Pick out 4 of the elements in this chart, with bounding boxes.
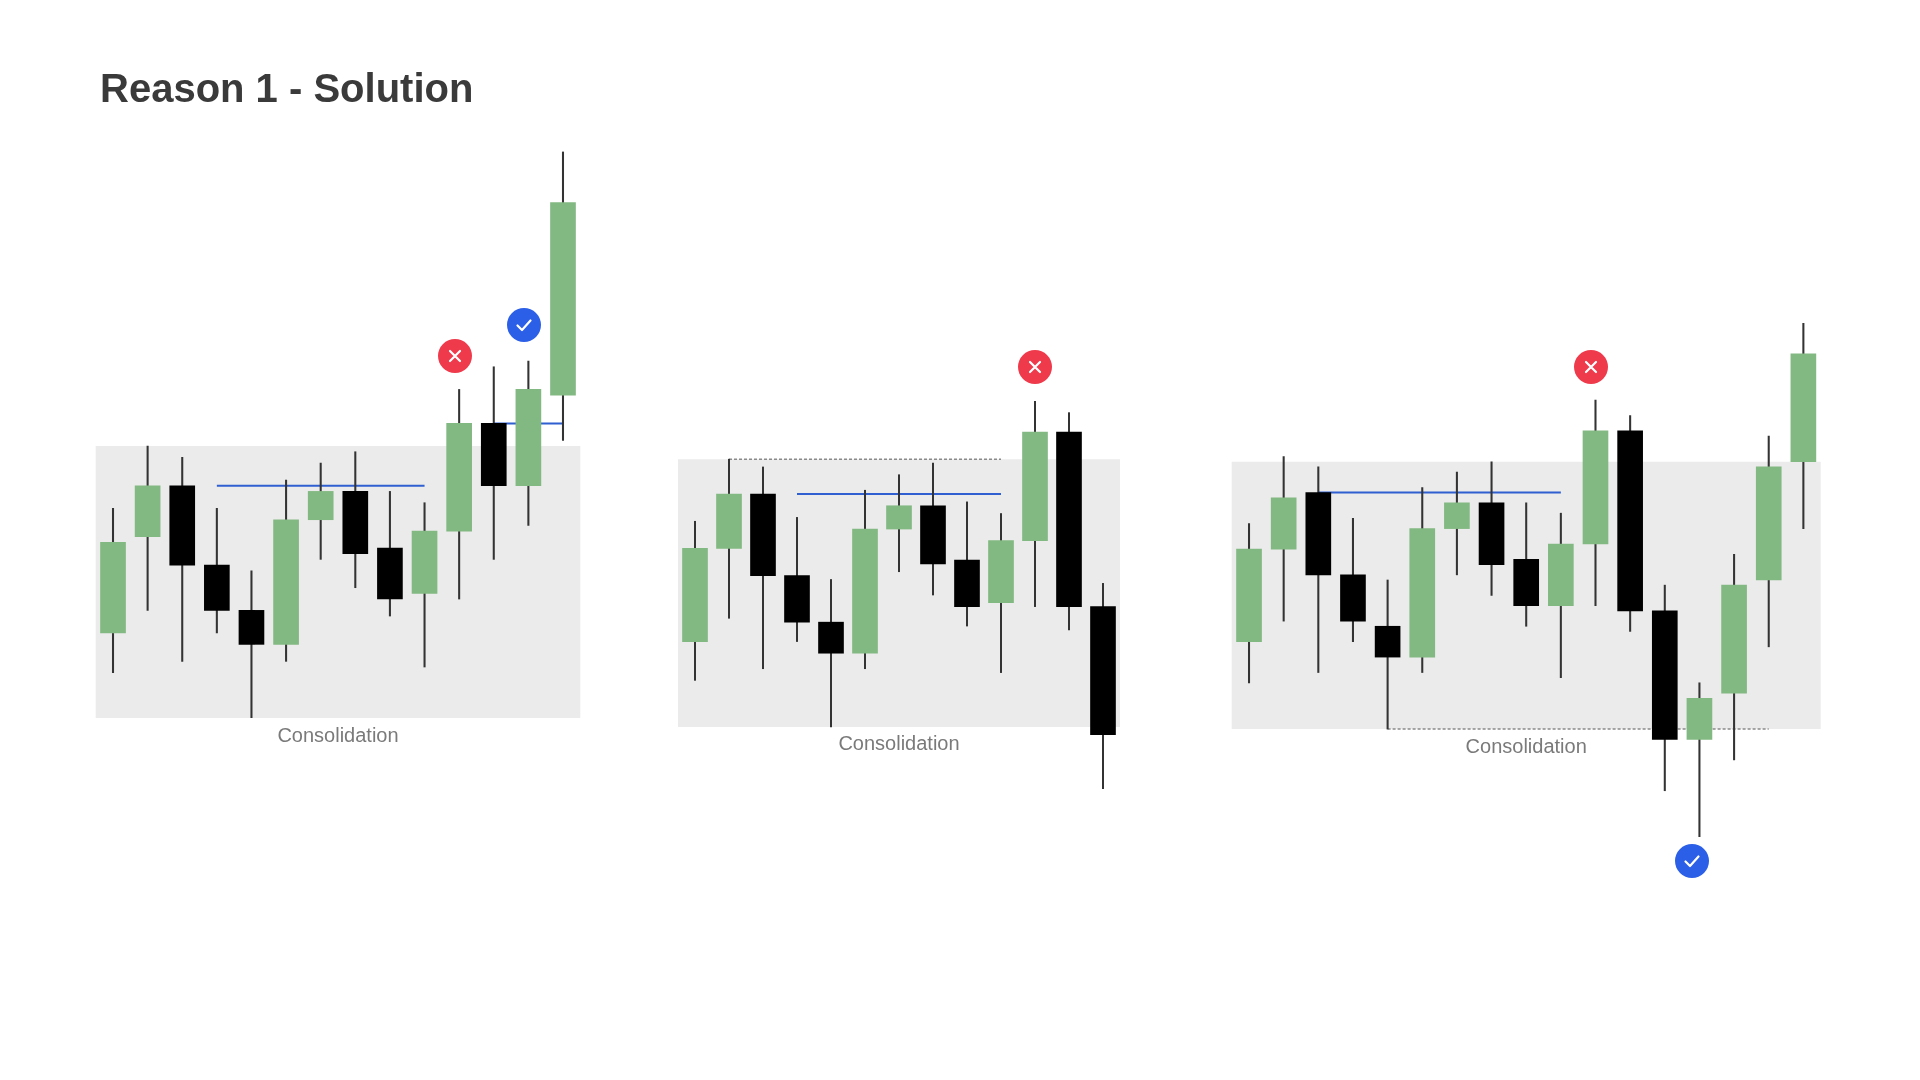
band-label: Consolidation	[277, 723, 399, 746]
chart-title: Reason 1 - Solution	[100, 66, 474, 111]
band-label: Consolidation	[1465, 734, 1587, 757]
band-label: Consolidation	[838, 732, 960, 755]
